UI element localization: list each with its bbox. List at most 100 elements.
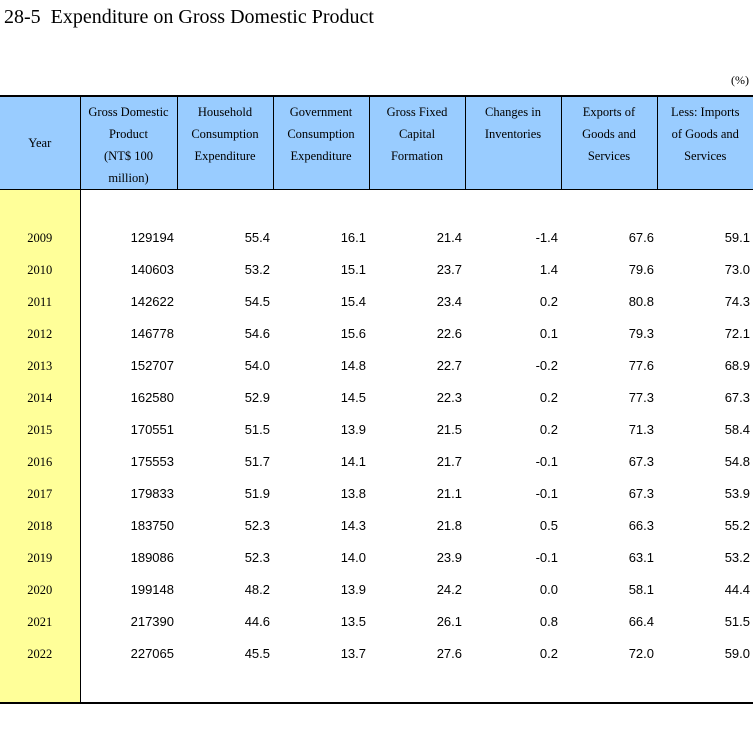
header-gfcf-line: Gross Fixed bbox=[386, 105, 448, 119]
inventories-cell: -0.1 bbox=[535, 550, 558, 565]
exports-cell: 80.8 bbox=[628, 294, 654, 309]
government-cell: 14.8 bbox=[340, 358, 366, 373]
spacer-cell bbox=[80, 670, 753, 704]
header-imports-line: of Goods and bbox=[671, 127, 739, 141]
imports-cell: 53.9 bbox=[724, 486, 750, 501]
gdp-cell: 183750 bbox=[130, 518, 174, 533]
household-cell: 48.2 bbox=[244, 582, 270, 597]
gfcf-cell: 23.4 bbox=[436, 294, 462, 309]
gdp-cell: 189086 bbox=[130, 550, 174, 565]
exports-cell: 79.6 bbox=[628, 262, 654, 277]
household-cell: 52.3 bbox=[244, 550, 270, 565]
gdp-cell: 199148 bbox=[130, 582, 174, 597]
gdp-cell: 140603 bbox=[130, 262, 174, 277]
imports-cell: 55.2 bbox=[724, 518, 750, 533]
table-row: 2021 217390 44.6 13.5 26.1 0.8 66.4 51.5 bbox=[0, 606, 753, 638]
header-exports-line: Services bbox=[587, 149, 631, 163]
header-gfcf: Gross Fixed Capital Formation bbox=[368, 95, 465, 190]
imports-cell: 54.8 bbox=[724, 454, 750, 469]
header-exports: Exports of Goods and Services bbox=[560, 95, 657, 190]
header-year-label: Year bbox=[28, 136, 52, 150]
imports-cell: 53.2 bbox=[724, 550, 750, 565]
imports-cell: 67.3 bbox=[724, 390, 750, 405]
imports-cell: 72.1 bbox=[724, 326, 750, 341]
exports-cell: 63.1 bbox=[628, 550, 654, 565]
exports-cell: 77.3 bbox=[628, 390, 654, 405]
inventories-cell: -1.4 bbox=[535, 230, 558, 245]
household-cell: 52.3 bbox=[244, 518, 270, 533]
exports-cell: 71.3 bbox=[628, 422, 654, 437]
year-cell: 2017 bbox=[0, 478, 81, 510]
year-cell: 2012 bbox=[0, 318, 81, 350]
government-cell: 13.5 bbox=[340, 614, 366, 629]
imports-cell: 73.0 bbox=[724, 262, 750, 277]
household-cell: 53.2 bbox=[244, 262, 270, 277]
exports-cell: 79.3 bbox=[628, 326, 654, 341]
inventories-cell: -0.1 bbox=[535, 486, 558, 501]
header-government-line: Consumption bbox=[287, 127, 355, 141]
inventories-cell: 0.0 bbox=[539, 582, 558, 597]
inventories-cell: 0.2 bbox=[539, 390, 558, 405]
header-government: Government Consumption Expenditure bbox=[272, 95, 369, 190]
header-government-line: Expenditure bbox=[290, 149, 352, 163]
unit-label: (%) bbox=[731, 73, 749, 87]
gdp-cell: 129194 bbox=[130, 230, 174, 245]
table-row: 2011 142622 54.5 15.4 23.4 0.2 80.8 74.3 bbox=[0, 286, 753, 318]
government-cell: 14.5 bbox=[340, 390, 366, 405]
table-row: 2020 199148 48.2 13.9 24.2 0.0 58.1 44.4 bbox=[0, 574, 753, 606]
gfcf-cell: 26.1 bbox=[436, 614, 462, 629]
gfcf-cell: 21.5 bbox=[436, 422, 462, 437]
gfcf-cell: 22.7 bbox=[436, 358, 462, 373]
gfcf-cell: 21.1 bbox=[436, 486, 462, 501]
household-cell: 55.4 bbox=[244, 230, 270, 245]
exports-cell: 58.1 bbox=[628, 582, 654, 597]
table-row: 2015 170551 51.5 13.9 21.5 0.2 71.3 58.4 bbox=[0, 414, 753, 446]
inventories-cell: -0.1 bbox=[535, 454, 558, 469]
year-cell: 2015 bbox=[0, 414, 81, 446]
header-gfcf-line: Capital bbox=[398, 127, 436, 141]
gdp-cell: 152707 bbox=[130, 358, 174, 373]
header-household-line: Expenditure bbox=[194, 149, 256, 163]
household-cell: 51.5 bbox=[244, 422, 270, 437]
gdp-expenditure-table: Year Gross Domestic Product (NT$ 100 mil… bbox=[0, 95, 753, 704]
table-row: 2010 140603 53.2 15.1 23.7 1.4 79.6 73.0 bbox=[0, 254, 753, 286]
year-cell: 2011 bbox=[0, 286, 81, 318]
inventories-cell: 0.2 bbox=[539, 422, 558, 437]
household-cell: 54.6 bbox=[244, 326, 270, 341]
header-gdp-line: million) bbox=[108, 171, 149, 185]
table-row: 2013 152707 54.0 14.8 22.7 -0.2 77.6 68.9 bbox=[0, 350, 753, 382]
government-cell: 15.6 bbox=[340, 326, 366, 341]
household-cell: 45.5 bbox=[244, 646, 270, 661]
table-row: 2017 179833 51.9 13.8 21.1 -0.1 67.3 53.9 bbox=[0, 478, 753, 510]
year-cell: 2013 bbox=[0, 350, 81, 382]
year-cell: 2009 bbox=[0, 222, 81, 254]
table-row: 2018 183750 52.3 14.3 21.8 0.5 66.3 55.2 bbox=[0, 510, 753, 542]
imports-cell: 68.9 bbox=[724, 358, 750, 373]
government-cell: 13.9 bbox=[340, 582, 366, 597]
header-government-line: Government bbox=[289, 105, 353, 119]
government-cell: 14.0 bbox=[340, 550, 366, 565]
year-cell: 2018 bbox=[0, 510, 81, 542]
header-imports: Less: Imports of Goods and Services bbox=[656, 95, 753, 190]
header-gdp-line: (NT$ 100 bbox=[104, 149, 153, 163]
gdp-cell: 146778 bbox=[130, 326, 174, 341]
household-cell: 51.9 bbox=[244, 486, 270, 501]
gdp-cell: 162580 bbox=[130, 390, 174, 405]
inventories-cell: 0.1 bbox=[539, 326, 558, 341]
spacer-cell bbox=[80, 190, 753, 223]
header-inventories: Changes in Inventories bbox=[464, 95, 561, 190]
header-year: Year bbox=[0, 95, 80, 190]
inventories-cell: -0.2 bbox=[535, 358, 558, 373]
year-cell: 2020 bbox=[0, 574, 81, 606]
gdp-cell: 175553 bbox=[130, 454, 174, 469]
gfcf-cell: 21.8 bbox=[436, 518, 462, 533]
exports-cell: 66.3 bbox=[628, 518, 654, 533]
header-imports-line: Services bbox=[684, 149, 727, 163]
header-gdp-line: Gross Domestic bbox=[88, 105, 169, 119]
header-gdp: Gross Domestic Product (NT$ 100 million) bbox=[79, 95, 177, 190]
household-cell: 44.6 bbox=[244, 614, 270, 629]
exports-cell: 77.6 bbox=[628, 358, 654, 373]
gfcf-cell: 21.4 bbox=[436, 230, 462, 245]
exports-cell: 67.3 bbox=[628, 454, 654, 469]
gfcf-cell: 23.7 bbox=[436, 262, 462, 277]
